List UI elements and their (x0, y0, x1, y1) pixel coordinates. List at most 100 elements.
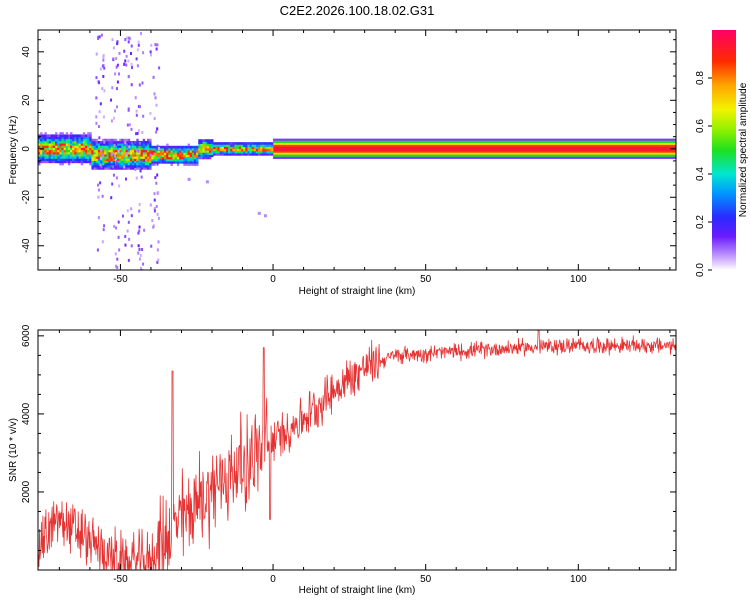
spectrogram-cell (74, 158, 77, 161)
spectrogram-cell (55, 147, 58, 151)
spectrogram-cell (172, 147, 176, 151)
spectrogram-cell (42, 151, 45, 155)
spectrogram-cell (170, 145, 173, 149)
spectrogram-cell (80, 140, 84, 144)
spectrogram-cell (38, 136, 41, 140)
spectrogram-cell (146, 164, 150, 168)
spectrogram-cell (204, 147, 208, 151)
spectrogram-cell (226, 148, 229, 152)
spectrogram-cell (134, 160, 137, 164)
spectrogram-cell (146, 147, 150, 151)
spectrogram-cell (76, 158, 79, 161)
spectrogram-cell (106, 162, 109, 166)
snr-y-label: SNR (10 * v/v) (8, 418, 19, 482)
spectrogram-cell (95, 147, 99, 151)
spectrogram-cell (149, 167, 152, 170)
spectrogram-cell (48, 134, 52, 137)
spectrogram-speckle (123, 62, 126, 66)
spectrogram-cell (102, 145, 105, 148)
spectrogram-cell (200, 152, 203, 155)
spectrogram-cell (61, 134, 64, 137)
spectrogram-cell (138, 158, 141, 161)
spectrogram-cell (97, 145, 101, 148)
spectrogram-speckle (150, 244, 153, 248)
spectrogram-cell (117, 158, 120, 161)
spectrogram-speckle (155, 103, 158, 107)
spectrogram-cell (80, 143, 84, 146)
spectrogram-cell (106, 160, 109, 164)
spectrogram-cell (211, 150, 214, 153)
spectrogram-cell (102, 156, 105, 159)
spectrogram-cell (123, 138, 126, 142)
spectrogram-cell (76, 145, 79, 148)
spectrogram-cell (102, 138, 105, 142)
spectrogram-cell (198, 156, 201, 160)
spectrogram-cell (112, 154, 116, 157)
spectrogram-cell (168, 154, 171, 158)
spectrogram-cell (151, 150, 154, 153)
spectrogram-cell (140, 143, 143, 146)
spectrogram-cell (50, 149, 54, 153)
spectrogram-cell (129, 156, 133, 159)
spectrogram-cell (157, 156, 161, 160)
spectrogram-cell (234, 150, 237, 154)
spectrogram-cell (136, 156, 139, 159)
spectrogram-cell (232, 153, 235, 156)
spectrogram-cell (119, 164, 122, 168)
spectrogram-cell (110, 160, 114, 164)
spectrogram-cell (61, 158, 64, 161)
spectrogram-speckle (130, 207, 133, 211)
spectrogram-cell (181, 150, 184, 153)
spectrogram-cell (108, 156, 111, 159)
spectrogram-cell (38, 149, 41, 153)
spectrogram-cell (251, 150, 255, 154)
spectrogram-cell (262, 148, 265, 152)
spectrogram-cell (253, 153, 257, 156)
spectrogram-cell (181, 152, 184, 155)
spectrogram-cell (149, 145, 152, 148)
spectrogram-cell (149, 160, 152, 164)
spectrogram-cell (95, 143, 99, 146)
spectrogram-cell (106, 147, 109, 151)
spectrogram-speckle (152, 225, 155, 229)
spectrogram-speckle (140, 175, 143, 179)
spectrogram-speckle (130, 83, 133, 87)
spectrogram-cell (204, 152, 208, 155)
spectrogram-cell (59, 154, 62, 157)
spectrogram-cell (226, 144, 229, 147)
spectrogram-cell (59, 140, 62, 144)
spectrogram-cell (127, 158, 131, 161)
spectrogram-cell (149, 158, 152, 161)
spectrogram-cell (132, 156, 135, 159)
x-tick-label: 100 (570, 574, 587, 585)
spectrogram-cell (264, 148, 267, 152)
spectrogram-cell (97, 164, 101, 168)
spectrogram-cell (161, 152, 165, 155)
spectrogram-cell (91, 147, 94, 151)
spectrogram-cell (238, 146, 242, 150)
spectrogram-cell (206, 152, 210, 155)
spectrogram-cell (258, 142, 261, 145)
spectrogram-cell (221, 150, 225, 154)
spectrogram-speckle (103, 89, 106, 93)
spectrogram-cell (191, 154, 195, 158)
spectrogram-cell (117, 162, 120, 166)
spectrogram-cell (67, 143, 71, 146)
spectrogram-cell (221, 148, 225, 152)
spectrogram-cell (217, 142, 220, 145)
spectrogram-cell (211, 154, 214, 158)
spectrogram-speckle (137, 149, 140, 153)
spectrogram-speckle (98, 81, 101, 85)
spectrogram-cell (125, 147, 129, 151)
spectrogram-cell (132, 160, 135, 164)
spectrogram-cell (125, 167, 129, 170)
spectrogram-cell (189, 152, 193, 155)
spectrogram-cell (142, 149, 146, 153)
spectrogram-cell (89, 149, 92, 153)
spectrogram-cell (91, 154, 94, 157)
spectrogram-cell (63, 158, 67, 161)
spectrogram-cell (185, 158, 188, 162)
spectrogram-cell (93, 143, 96, 146)
spectrogram-cell (127, 162, 131, 166)
spectrogram-speckle (154, 96, 157, 100)
